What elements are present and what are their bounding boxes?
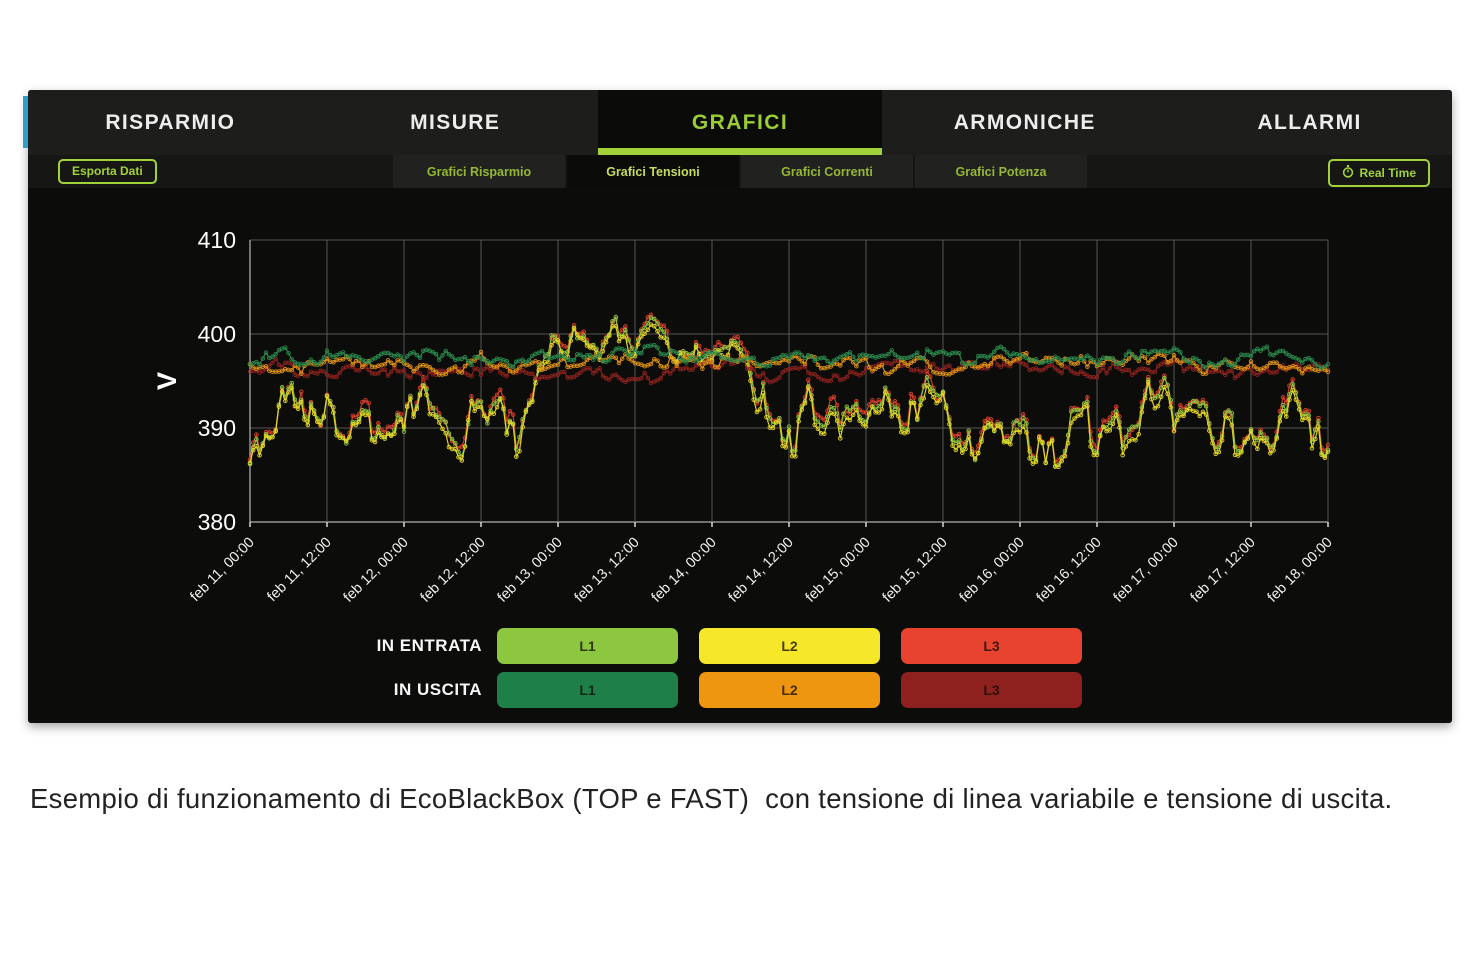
legend-button-entrata-l1[interactable]: L1 bbox=[497, 628, 678, 664]
legend-button-uscita-l3[interactable]: L3 bbox=[901, 672, 1082, 708]
svg-text:feb 17, 12:00: feb 17, 12:00 bbox=[1188, 535, 1259, 606]
svg-text:feb 15, 12:00: feb 15, 12:00 bbox=[880, 535, 951, 606]
svg-text:feb 16, 00:00: feb 16, 00:00 bbox=[957, 535, 1028, 606]
tab-misure[interactable]: MISURE bbox=[410, 110, 501, 134]
svg-text:V: V bbox=[152, 372, 182, 390]
export-data-button[interactable]: Esporta Dati bbox=[58, 159, 157, 184]
svg-text:feb 12, 00:00: feb 12, 00:00 bbox=[341, 535, 412, 606]
legend-button-uscita-l1[interactable]: L1 bbox=[497, 672, 678, 708]
tab-armoniche[interactable]: ARMONICHE bbox=[953, 110, 1096, 134]
svg-text:feb 13, 00:00: feb 13, 00:00 bbox=[495, 535, 566, 606]
legend-button-entrata-l3[interactable]: L3 bbox=[901, 628, 1082, 664]
legend-row-in-uscita: IN USCITA L1 L2 L3 bbox=[28, 672, 1452, 708]
svg-text:feb 11, 00:00: feb 11, 00:00 bbox=[187, 535, 257, 605]
ecoblackbox-panel: RISPARMIO MISURE GRAFICI ARMONICHE ALLAR… bbox=[23, 90, 1452, 723]
chart-toolbar: Esporta Dati Grafici Risparmio Grafici T… bbox=[28, 155, 1452, 188]
svg-text:feb 15, 00:00: feb 15, 00:00 bbox=[803, 535, 874, 606]
svg-text:feb 14, 12:00: feb 14, 12:00 bbox=[726, 535, 797, 606]
subtab-grafici-tensioni[interactable]: Grafici Tensioni bbox=[567, 155, 739, 188]
tab-allarmi[interactable]: ALLARMI bbox=[1257, 110, 1362, 134]
legend-row-in-entrata: IN ENTRATA L1 L2 L3 bbox=[28, 628, 1452, 664]
subtab-grafici-correnti[interactable]: Grafici Correnti bbox=[741, 155, 913, 188]
chart-legend: IN ENTRATA L1 L2 L3 IN USCITA L1 L2 L3 bbox=[28, 628, 1452, 716]
chart-subtabs: Grafici Risparmio Grafici Tensioni Grafi… bbox=[393, 155, 1087, 188]
svg-text:feb 13, 12:00: feb 13, 12:00 bbox=[572, 535, 643, 606]
subtab-grafici-risparmio[interactable]: Grafici Risparmio bbox=[393, 155, 565, 188]
main-tabs: RISPARMIO MISURE GRAFICI ARMONICHE ALLAR… bbox=[28, 90, 1452, 155]
svg-text:410: 410 bbox=[198, 227, 236, 253]
svg-text:feb 17, 00:00: feb 17, 00:00 bbox=[1111, 535, 1182, 606]
blue-accent-bar bbox=[23, 96, 29, 148]
svg-text:feb 12, 12:00: feb 12, 12:00 bbox=[418, 535, 489, 606]
legend-label-in-uscita: IN USCITA bbox=[393, 680, 482, 699]
legend-label-in-entrata: IN ENTRATA bbox=[376, 636, 482, 655]
legend-button-uscita-l2[interactable]: L2 bbox=[699, 672, 880, 708]
svg-text:380: 380 bbox=[198, 509, 236, 535]
realtime-label: Real Time bbox=[1359, 165, 1416, 180]
svg-text:400: 400 bbox=[198, 321, 236, 347]
stopwatch-icon bbox=[1342, 164, 1354, 181]
tab-grafici[interactable]: GRAFICI bbox=[597, 90, 883, 155]
subtab-grafici-potenza[interactable]: Grafici Potenza bbox=[915, 155, 1087, 188]
svg-text:feb 16, 12:00: feb 16, 12:00 bbox=[1034, 535, 1105, 606]
legend-button-entrata-l2[interactable]: L2 bbox=[699, 628, 880, 664]
realtime-button[interactable]: Real Time bbox=[1327, 159, 1430, 187]
caption: Esempio di funzionamento di EcoBlackBox … bbox=[30, 783, 1393, 814]
svg-text:feb 14, 00:00: feb 14, 00:00 bbox=[649, 535, 720, 606]
tab-risparmio[interactable]: RISPARMIO bbox=[105, 110, 236, 134]
svg-text:feb 18, 00:00: feb 18, 00:00 bbox=[1265, 535, 1336, 606]
svg-text:390: 390 bbox=[198, 415, 236, 441]
svg-text:feb 11, 12:00: feb 11, 12:00 bbox=[264, 535, 334, 605]
export-data-label: Esporta Dati bbox=[72, 164, 143, 178]
